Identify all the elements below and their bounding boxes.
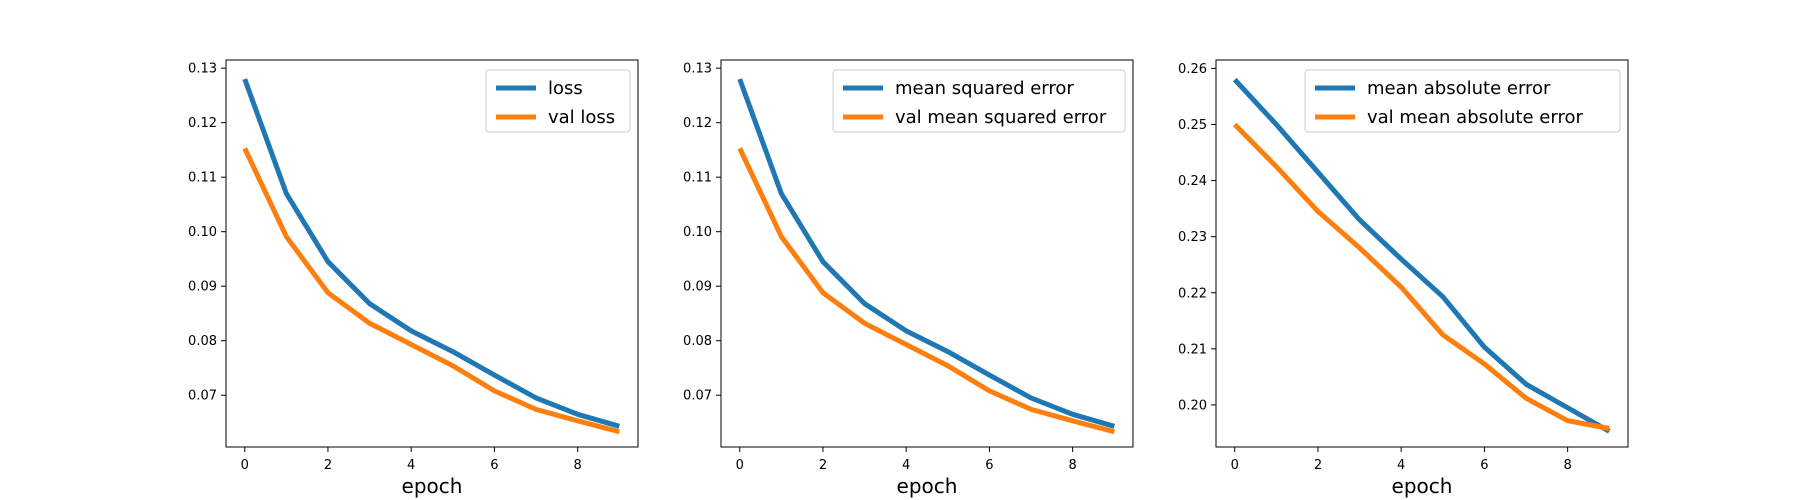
chart-3: 0 2 4 6 8 0.20 0.21 0.22 0.23 0.24 0.25 0.26 epoch me… [1178, 59, 1629, 498]
legend-box [1304, 69, 1621, 133]
y-tick-label: 0.07 [188, 389, 217, 404]
x-axis-label: epoch [1392, 474, 1453, 498]
x-tick-label: 6 [985, 458, 993, 473]
y-tick-label: 0.11 [683, 171, 712, 186]
axes-frame [1215, 59, 1629, 448]
x-tick-label: 4 [902, 458, 910, 473]
x-tick-label: 8 [574, 458, 582, 473]
x-tick-label: 0 [241, 458, 249, 473]
legend-label-1: loss [548, 78, 583, 99]
x-tick-label: 0 [1231, 458, 1239, 473]
chart-1: 0 2 4 6 8 0.07 0.08 0.09 0.10 0.11 0.12 0.13 epoch lo… [188, 59, 639, 498]
y-tick-label: 0.11 [188, 171, 217, 186]
x-tick-label: 8 [1069, 458, 1077, 473]
y-tick-label: 0.25 [1178, 118, 1207, 133]
legend-label-1: mean squared error [895, 78, 1074, 99]
y-tick-label: 0.20 [1178, 398, 1207, 413]
series-line-1 [1232, 77, 1611, 434]
y-tick-label: 0.23 [1178, 230, 1207, 245]
y-tick-label: 0.13 [188, 62, 217, 77]
legend: mean absolute error val mean absolute err… [1304, 69, 1621, 133]
y-tick-label: 0.22 [1178, 286, 1207, 301]
chart-2: 0 2 4 6 8 0.07 0.08 0.09 0.10 0.11 0.12 0.13 epoch me… [683, 59, 1134, 498]
y-tick-label: 0.10 [683, 225, 712, 240]
x-tick-label: 6 [490, 458, 498, 473]
axes-frame [720, 59, 1134, 448]
y-tick-label: 0.13 [683, 62, 712, 77]
y-tick-label: 0.24 [1178, 174, 1207, 189]
x-axis-label: epoch [402, 474, 463, 498]
series-line-2 [242, 147, 620, 435]
y-tick-label: 0.09 [188, 280, 217, 295]
y-tick-label: 0.26 [1178, 62, 1207, 77]
x-tick-label: 8 [1564, 458, 1572, 473]
series-line-1 [737, 78, 1115, 429]
y-tick-label: 0.07 [683, 389, 712, 404]
y-tick-label: 0.09 [683, 280, 712, 295]
x-tick-label: 2 [819, 458, 827, 473]
x-tick-label: 2 [324, 458, 332, 473]
y-tick-label: 0.08 [683, 334, 712, 349]
axes-frame [225, 59, 639, 448]
y-tick-label: 0.21 [1178, 342, 1207, 357]
y-tick-label: 0.12 [188, 116, 217, 131]
legend-label-1: mean absolute error [1367, 78, 1551, 99]
legend: mean squared error val mean squared error [832, 69, 1126, 133]
x-tick-label: 0 [736, 458, 744, 473]
series-line-2 [737, 147, 1115, 435]
legend-box [832, 69, 1126, 133]
y-tick-label: 0.10 [188, 225, 217, 240]
legend-label-2: val mean absolute error [1367, 107, 1583, 128]
x-axis-label: epoch [897, 474, 958, 498]
legend-label-2: val mean squared error [895, 107, 1107, 128]
x-tick-label: 2 [1314, 458, 1322, 473]
series-line-1 [242, 78, 620, 429]
series-line-2 [1232, 122, 1610, 431]
y-tick-label: 0.08 [188, 334, 217, 349]
x-tick-label: 6 [1480, 458, 1488, 473]
y-tick-label: 0.12 [683, 116, 712, 131]
legend-label-2: val loss [548, 107, 615, 128]
x-tick-label: 4 [407, 458, 415, 473]
legend: loss val loss [485, 69, 631, 133]
x-tick-label: 4 [1397, 458, 1405, 473]
